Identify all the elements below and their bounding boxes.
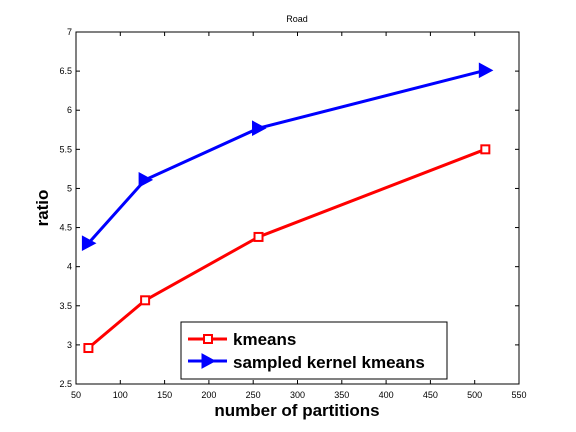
legend-box xyxy=(180,321,448,380)
legend-marker-kmeans xyxy=(203,334,213,344)
x-tick-label: 50 xyxy=(71,390,81,400)
x-tick-label: 200 xyxy=(201,390,216,400)
y-tick-label: 2.5 xyxy=(59,379,72,389)
data-point-sampled-kernel-kmeans xyxy=(478,62,494,79)
x-tick-label: 500 xyxy=(467,390,482,400)
x-tick-label: 550 xyxy=(511,390,526,400)
y-axis-ticks: 2.5 3 3.5 4 4.5 5 5.5 6 6.5 7 xyxy=(59,27,519,389)
x-axis-ticks: 50 100 150 200 250 300 350 400 450 500 550 xyxy=(71,32,527,400)
legend-label-kmeans: kmeans xyxy=(233,330,296,349)
y-tick-label: 3.5 xyxy=(59,301,72,311)
x-tick-label: 150 xyxy=(157,390,172,400)
data-point-kmeans xyxy=(83,343,94,354)
y-tick-label: 3 xyxy=(67,340,72,350)
y-axis-title: ratio xyxy=(33,190,52,227)
y-tick-label: 6.5 xyxy=(59,66,72,76)
series-line-kmeans xyxy=(87,147,486,350)
x-axis-title: number of partitions xyxy=(214,401,379,420)
y-tick-label: 5 xyxy=(67,183,72,193)
legend-marker-sampled-kernel-kmeans xyxy=(201,353,217,369)
y-tick-label: 7 xyxy=(67,27,72,37)
chart-title: Road xyxy=(286,14,308,24)
data-point-kmeans xyxy=(253,231,264,242)
x-tick-label: 400 xyxy=(379,390,394,400)
y-tick-label: 5.5 xyxy=(59,144,72,154)
y-tick-label: 4 xyxy=(67,262,72,272)
y-tick-label: 6 xyxy=(67,105,72,115)
series-line-sampled-kernel-kmeans xyxy=(87,68,486,245)
x-tick-label: 250 xyxy=(246,390,261,400)
data-point-sampled-kernel-kmeans xyxy=(81,235,97,252)
legend: kmeans sampled kernel kmeans xyxy=(180,321,448,380)
data-point-sampled-kernel-kmeans xyxy=(252,120,267,137)
x-tick-label: 100 xyxy=(113,390,128,400)
y-tick-label: 4.5 xyxy=(59,223,72,233)
data-point-sampled-kernel-kmeans xyxy=(138,172,154,188)
data-point-kmeans xyxy=(140,295,151,306)
x-tick-label: 300 xyxy=(290,390,305,400)
x-tick-label: 450 xyxy=(423,390,438,400)
data-point-kmeans xyxy=(480,144,491,155)
series-layer xyxy=(81,62,494,354)
x-tick-label: 350 xyxy=(334,390,349,400)
legend-label-sampled-kernel-kmeans: sampled kernel kmeans xyxy=(233,353,425,372)
